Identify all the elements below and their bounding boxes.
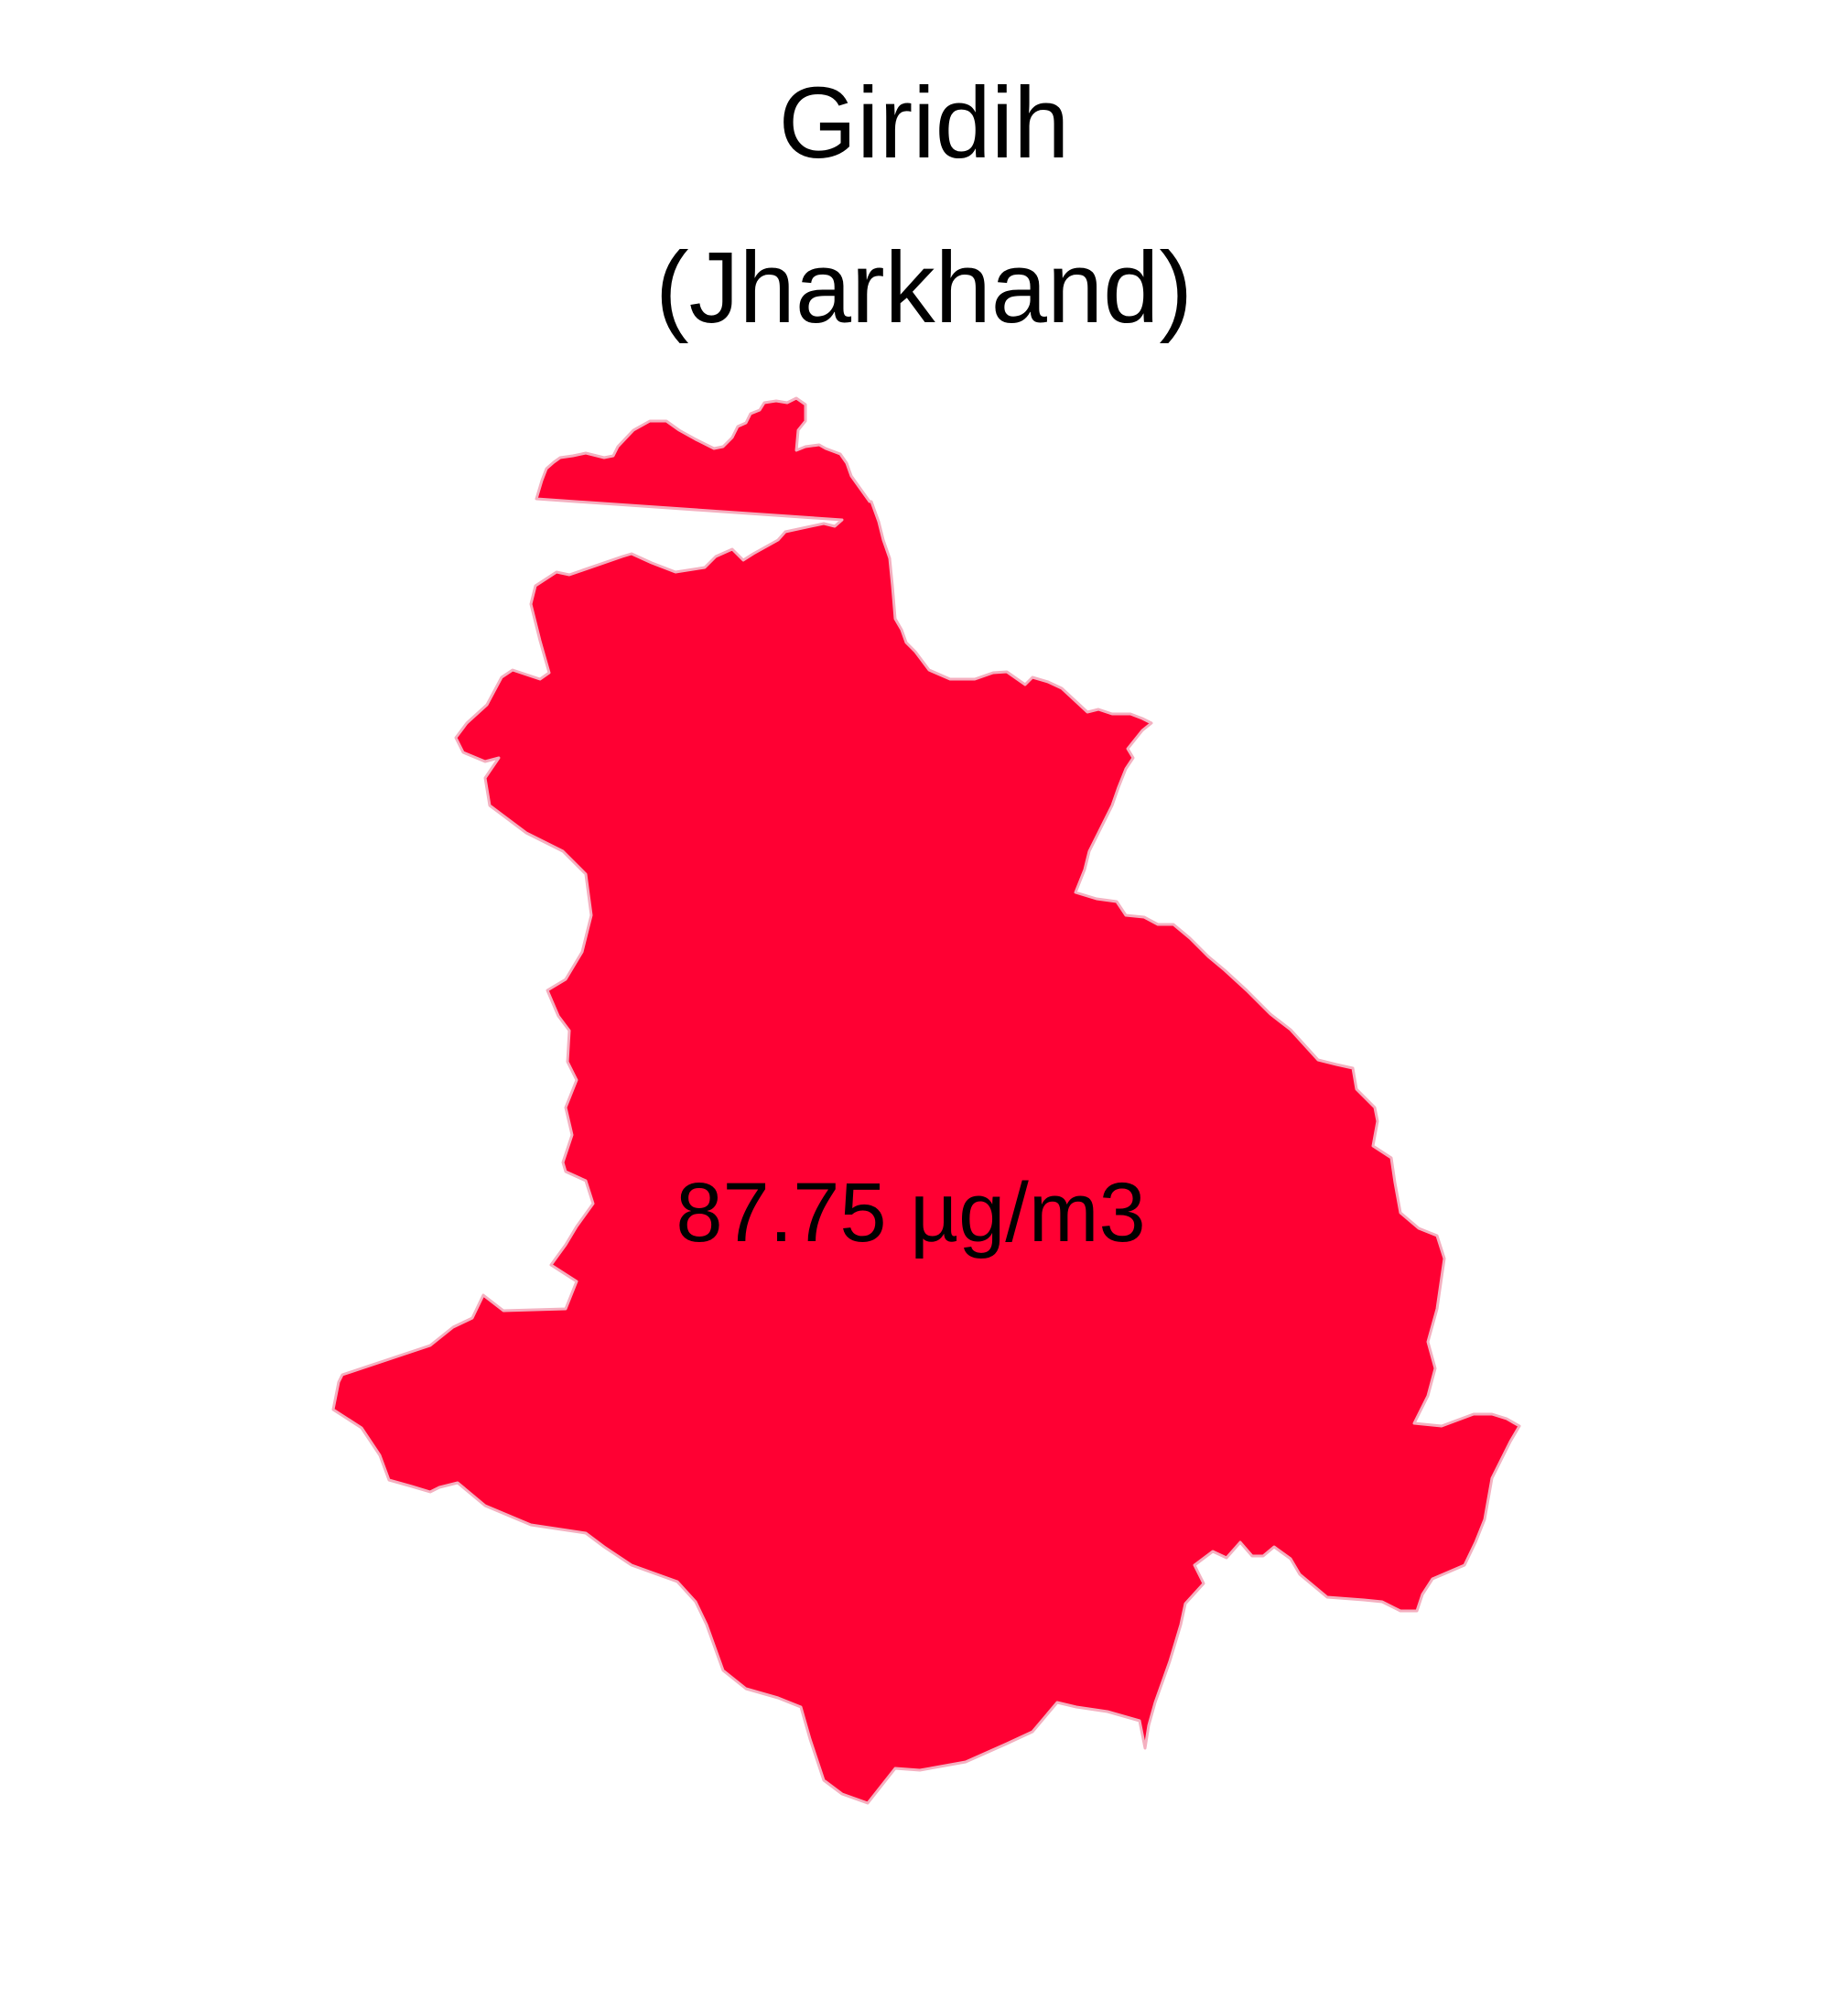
district-shape (331, 396, 1521, 1805)
state-subtitle: (Jharkhand) (655, 232, 1193, 344)
pm25-value-label: 87.75 µg/m3 (675, 1166, 1146, 1259)
district-title: Giridih (778, 67, 1070, 179)
